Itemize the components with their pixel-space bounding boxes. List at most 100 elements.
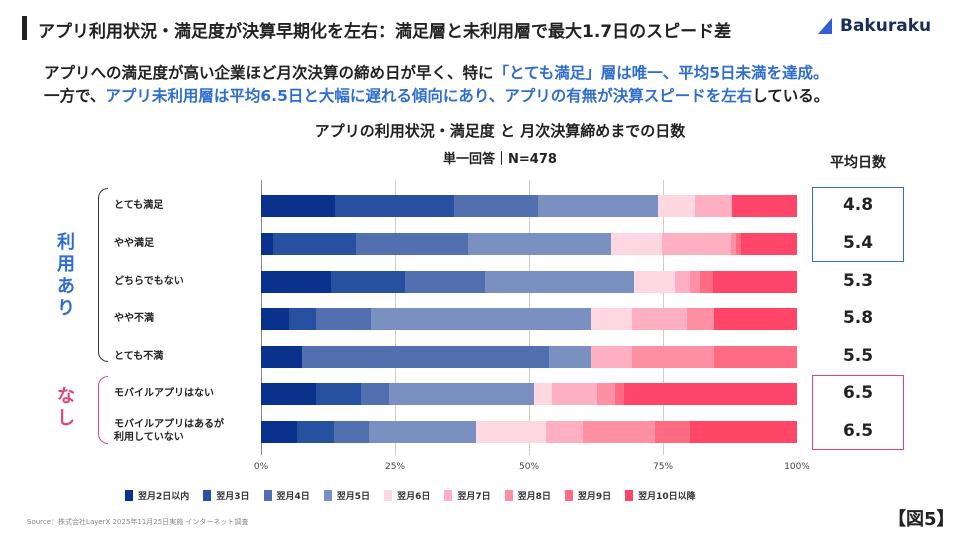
bar-segment	[538, 195, 659, 217]
bar-segment	[546, 421, 584, 443]
bar-segment	[333, 421, 370, 443]
bar-segment	[356, 233, 469, 255]
bar-segment	[371, 308, 592, 330]
category-label: どちらでもない	[114, 276, 184, 287]
average-value: 5.3	[842, 271, 874, 291]
lead-line1b: 「とても満足」層は唯一、平均5日未満を達成。	[493, 64, 829, 82]
bar-segment	[732, 195, 798, 217]
bar-segment	[631, 308, 688, 330]
bar-segment	[695, 195, 733, 217]
average-value: 6.5	[842, 383, 874, 403]
highlight-box-satisfied	[812, 187, 904, 262]
bar-segment	[714, 346, 798, 368]
logo-icon	[818, 18, 832, 34]
bar-segment	[730, 233, 737, 255]
bar-segment	[316, 308, 372, 330]
bar-segment	[591, 308, 633, 330]
bar-segment	[261, 308, 290, 330]
bar-segment	[661, 233, 732, 255]
bar-segment	[689, 421, 798, 443]
bar-segment	[272, 233, 357, 255]
legend-label: 翌月10日以降	[638, 492, 696, 502]
legend-item: 翌月3日	[203, 489, 250, 502]
legend-swatch	[564, 490, 573, 501]
bar-segment	[712, 271, 798, 293]
legend-swatch	[625, 490, 634, 501]
group-label-used-text: 利用あり	[57, 232, 75, 319]
bar-segment	[484, 271, 634, 293]
legend-item: 翌月7日	[444, 489, 491, 502]
bar-segment	[454, 195, 539, 217]
bar-segment	[475, 421, 547, 443]
bar-segment	[658, 195, 696, 217]
bar-segment	[467, 233, 612, 255]
legend-label: 翌月4日	[276, 492, 310, 502]
bar-segment	[654, 421, 691, 443]
bar-segment	[388, 383, 535, 405]
legend-label: 翌月8日	[517, 492, 551, 502]
bar-segment	[689, 271, 701, 293]
lead-line2b: アプリ未利用層は平均6.5日と大幅に遅れる傾向にあり、アプリの有無が決算スピード…	[105, 87, 753, 105]
legend-swatch	[323, 490, 332, 501]
chart-title: アプリの利用状況・満足度 と 月次決算締めまでの日数	[314, 122, 686, 140]
lead-line2a: 一方で、	[44, 87, 106, 105]
legend-item: 翌月5日	[323, 489, 370, 502]
legend-item: 翌月10日以降	[625, 489, 696, 502]
bar-segment	[735, 233, 742, 255]
bar-segment	[699, 271, 714, 293]
bar-segment	[633, 271, 676, 293]
bar-segment	[624, 383, 798, 405]
group-label-unused: なし	[56, 386, 76, 430]
bar-segment	[368, 421, 477, 443]
bar-segment	[552, 383, 598, 405]
x-tick-label: 0%	[253, 462, 269, 472]
legend-swatch	[504, 490, 513, 501]
category-label: とても満足	[114, 200, 164, 211]
average-value: 5.8	[842, 308, 874, 328]
lead-line2c: している。	[752, 87, 830, 105]
title-accent-bar	[22, 16, 27, 40]
legend-swatch	[444, 490, 453, 501]
legend-item: 翌月9日	[564, 489, 611, 502]
group-bracket-unused	[98, 376, 108, 444]
legend-item: 翌月2日以内	[125, 489, 189, 502]
source-note: Source：株式会社LayerX 2025年11月25日実施 インターネット調…	[27, 518, 249, 526]
legend-label: 翌月3日	[216, 492, 250, 502]
bar-segment	[583, 421, 656, 443]
category-label: モバイルアプリはない	[114, 388, 214, 399]
bar-segment	[714, 308, 798, 330]
legend: 翌月2日以内 翌月3日 翌月4日 翌月5日 翌月6日 翌月7日 翌月8日 翌月9日 翌月10日以…	[125, 489, 696, 502]
logo-text: Bakuraku	[840, 16, 932, 36]
x-tick-label: 50%	[518, 462, 540, 472]
category-label: とても不満	[114, 351, 164, 362]
lead-text: アプリへの満足度が高い企業ほど月次決算の締め日が早く、特に「とても満足」層は唯一…	[44, 62, 829, 108]
average-value: 6.5	[842, 421, 874, 441]
figure-label: 【図5】	[888, 509, 955, 530]
average-value: 5.4	[842, 233, 874, 253]
highlight-box-unused	[812, 375, 904, 450]
average-value: 4.8	[842, 195, 874, 215]
bar-segment	[261, 271, 332, 293]
legend-swatch	[263, 490, 272, 501]
bar-segment	[591, 346, 633, 368]
chart-subtitle: 単一回答｜N=478	[443, 152, 557, 167]
group-label-used: 利用あり	[56, 232, 76, 320]
bar-segment	[405, 271, 485, 293]
bar-segment	[261, 421, 298, 443]
bar-segment	[687, 308, 715, 330]
lead-line1a: アプリへの満足度が高い企業ほど月次決算の締め日が早く、特に	[44, 64, 494, 82]
legend-label: 翌月2日以内	[138, 492, 190, 502]
bar-segment	[740, 233, 798, 255]
bar-segment	[296, 421, 335, 443]
bar-segment	[334, 195, 455, 217]
bar-segment	[261, 383, 317, 405]
average-value: 5.5	[842, 346, 874, 366]
logo: Bakuraku	[818, 16, 931, 36]
bar-segment	[261, 195, 336, 217]
x-tick-label: 100%	[784, 462, 810, 472]
legend-swatch	[384, 490, 393, 501]
bar-segment	[302, 346, 550, 368]
bar-segment	[615, 383, 625, 405]
bar-segment	[631, 346, 715, 368]
category-label: やや満足	[114, 238, 154, 249]
